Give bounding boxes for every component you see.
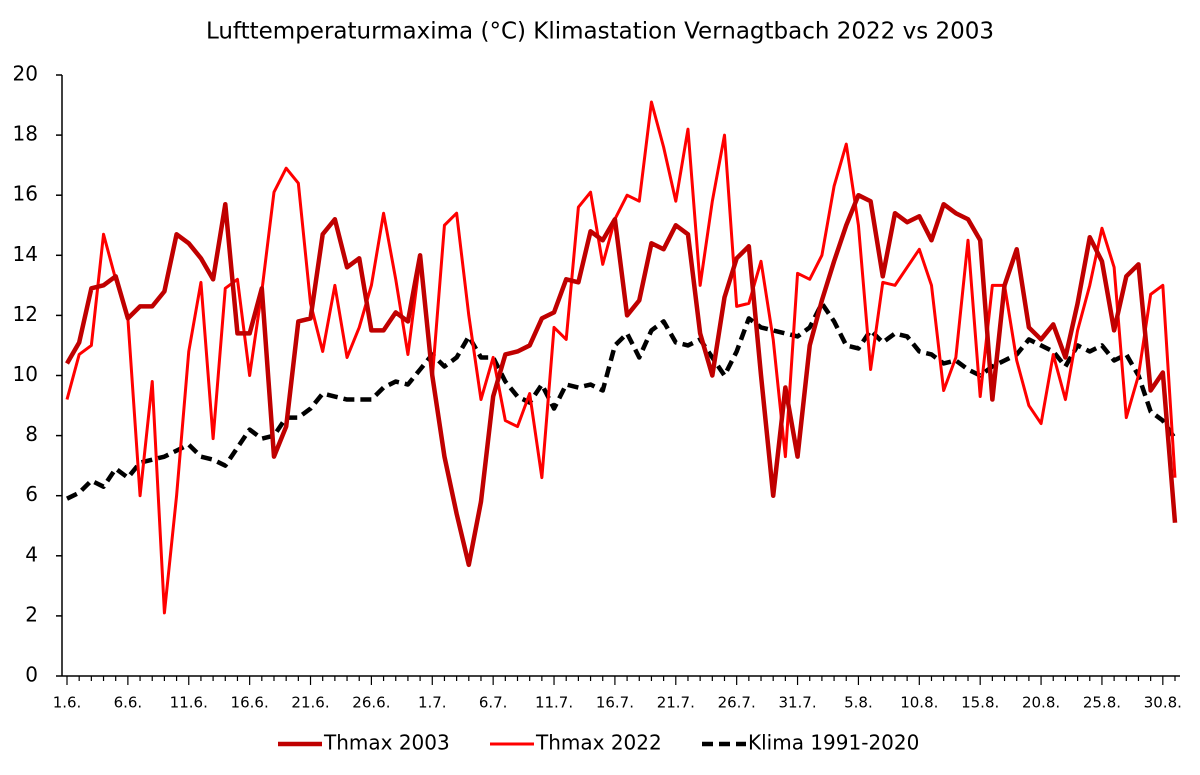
x-tick-label: 6.6. [114, 694, 143, 712]
y-tick-label: 6 [25, 482, 38, 506]
x-tick-label: 25.8. [1083, 694, 1121, 712]
x-tick-label: 16.6. [231, 694, 269, 712]
y-tick-label: 14 [13, 242, 38, 266]
y-tick-label: 2 [25, 602, 38, 626]
x-tick-label: 5.8. [844, 694, 873, 712]
y-tick-label: 16 [13, 182, 38, 206]
legend-label: Klima 1991-2020 [748, 731, 919, 755]
x-tick-label: 20.8. [1022, 694, 1060, 712]
series-line [66, 301, 1177, 501]
y-tick-label: 10 [13, 362, 38, 386]
y-tick-label: 18 [13, 122, 38, 146]
x-tick-label: 15.8. [961, 694, 999, 712]
x-tick-label: 31.7. [778, 694, 816, 712]
y-tick-label: 12 [13, 302, 38, 326]
x-tick-label: 26.7. [718, 694, 756, 712]
x-tick-label: 30.8. [1144, 694, 1182, 712]
x-tick-label: 11.6. [170, 694, 208, 712]
legend-label: Thmax 2003 [323, 731, 450, 755]
series-line [65, 100, 1177, 615]
series-line [65, 192, 1178, 568]
x-tick-label: 16.7. [596, 694, 634, 712]
x-tick-label: 21.6. [291, 694, 329, 712]
x-tick-label: 26.6. [352, 694, 390, 712]
y-tick-label: 8 [25, 422, 38, 446]
x-tick-label: 11.7. [535, 694, 573, 712]
x-tick-label: 1.7. [418, 694, 447, 712]
x-tick-label: 21.7. [657, 694, 695, 712]
chart-title: Lufttemperaturmaxima (°C) Klimastation V… [206, 19, 994, 45]
x-tick-label: 10.8. [900, 694, 938, 712]
y-tick-label: 4 [25, 542, 38, 566]
x-tick-label: 6.7. [479, 694, 508, 712]
y-tick-label: 0 [25, 663, 38, 687]
legend-label: Thmax 2022 [535, 731, 662, 755]
y-tick-label: 20 [13, 62, 38, 86]
x-tick-label: 1.6. [53, 694, 82, 712]
